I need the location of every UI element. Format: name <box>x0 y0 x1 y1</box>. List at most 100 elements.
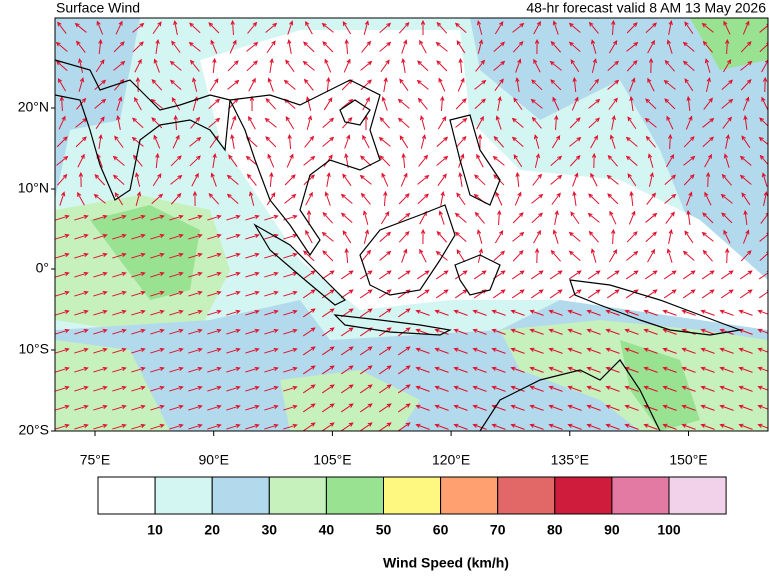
wind-arrow <box>702 117 715 128</box>
wind-arrow <box>568 270 582 280</box>
wind-arrow <box>245 404 260 411</box>
wind-arrow <box>55 214 70 221</box>
wind-arrow <box>761 59 768 73</box>
wind-arrow <box>758 270 768 280</box>
wind-arrow <box>647 248 656 263</box>
wind-arrow <box>704 153 713 168</box>
wind-arrow <box>417 60 429 72</box>
wind-arrow <box>324 58 332 73</box>
colorbar-box <box>97 476 156 515</box>
wind-arrow <box>363 20 370 35</box>
wind-arrow <box>529 328 544 335</box>
wind-arrow <box>264 385 279 392</box>
field-green-dark <box>690 18 768 70</box>
wind-arrow <box>302 308 316 318</box>
wind-arrow <box>207 385 222 392</box>
wind-arrow <box>529 347 544 354</box>
wind-arrow <box>77 153 85 168</box>
wind-arrow <box>529 404 544 411</box>
wind-arrow <box>570 59 580 73</box>
subtitle: 48-hr forecast valid 8 AM 13 May 2026 <box>526 0 766 16</box>
wind-arrow <box>419 115 426 130</box>
wind-arrow <box>763 191 768 206</box>
wind-arrow <box>454 212 467 223</box>
wind-arrow <box>568 41 581 52</box>
wind-arrow <box>340 384 354 394</box>
wind-arrow <box>497 95 502 111</box>
wind-arrow <box>302 403 316 413</box>
wind-arrow <box>267 153 275 168</box>
wind-arrow <box>738 404 753 411</box>
wind-arrow <box>455 117 468 128</box>
wind-arrow <box>169 79 182 91</box>
wind-arrow <box>362 210 369 225</box>
wind-arrow <box>550 40 562 53</box>
lat-label: 20°S <box>18 422 49 438</box>
wind-arrow <box>245 423 260 430</box>
wind-arrow <box>759 154 768 166</box>
wind-arrow <box>550 174 563 185</box>
wind-arrow <box>605 366 620 373</box>
wind-arrow <box>549 289 563 299</box>
wind-arrow <box>150 328 165 335</box>
wind-arrow <box>415 423 430 430</box>
title: Surface Wind <box>56 0 140 16</box>
wind-arrow <box>131 271 146 278</box>
colorbar-label: 40 <box>319 522 335 538</box>
wind-arrow <box>586 328 601 335</box>
wind-arrow <box>739 174 752 185</box>
wind-arrow <box>131 328 146 335</box>
wind-arrow <box>476 115 484 130</box>
wind-arrow <box>207 290 222 297</box>
wind-arrow <box>169 366 184 373</box>
wind-arrow <box>567 309 582 316</box>
wind-arrow <box>188 290 203 297</box>
wind-arrow <box>645 135 656 148</box>
wind-arrow <box>283 309 298 316</box>
wind-arrow <box>153 58 160 73</box>
wind-arrow <box>113 60 126 71</box>
wind-arrow <box>131 385 146 392</box>
wind-arrow <box>531 116 542 129</box>
wind-arrow <box>340 289 354 299</box>
wind-arrow <box>112 290 127 297</box>
wind-arrow <box>720 270 734 280</box>
wind-arrow <box>740 250 752 262</box>
wind-arrow <box>700 404 715 411</box>
wind-arrow <box>723 229 731 244</box>
wind-arrow <box>246 60 258 72</box>
wind-arrow <box>738 423 753 430</box>
wind-arrow <box>207 233 222 240</box>
wind-arrow <box>93 214 108 221</box>
colorbar-box <box>497 476 556 515</box>
wind-arrow <box>359 384 373 394</box>
wind-arrow <box>472 404 487 411</box>
wind-arrow <box>719 366 734 373</box>
wind-arrow <box>264 366 279 373</box>
wind-arrow <box>530 98 543 109</box>
lon-label: 150°E <box>669 452 707 468</box>
wind-arrow <box>512 40 524 53</box>
wind-arrow <box>340 403 354 413</box>
wind-arrow <box>245 385 260 392</box>
wind-arrow <box>762 76 768 93</box>
wind-arrow <box>683 174 695 186</box>
wind-arrow <box>150 233 165 240</box>
wind-arrow <box>417 193 429 205</box>
wind-arrow <box>93 271 108 278</box>
wind-arrow <box>666 153 675 168</box>
wind-arrow <box>247 21 258 34</box>
wind-arrow <box>78 77 85 92</box>
wind-arrow <box>58 115 66 130</box>
wind-arrow <box>662 309 677 316</box>
wind-arrow <box>646 192 656 205</box>
wind-arrow <box>515 76 520 92</box>
wind-arrow <box>587 289 601 299</box>
wind-arrow <box>611 115 616 130</box>
wind-arrow <box>725 134 730 149</box>
wind-arrow <box>305 20 313 35</box>
wind-arrow <box>78 58 84 73</box>
wind-arrow <box>248 115 256 130</box>
wind-arrow <box>533 229 541 244</box>
wind-arrow <box>477 133 483 150</box>
